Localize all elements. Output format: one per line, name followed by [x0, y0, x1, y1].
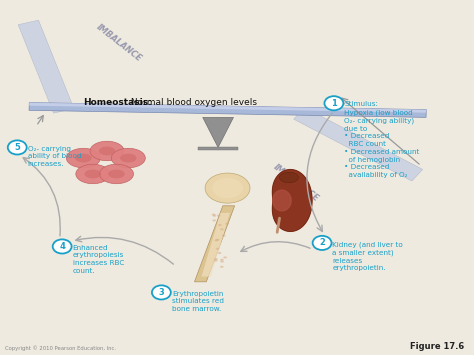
Text: 2: 2	[319, 239, 325, 247]
Circle shape	[53, 239, 72, 253]
Text: Erythropoietin
stimulates red
bone marrow.: Erythropoietin stimulates red bone marro…	[172, 291, 224, 312]
Ellipse shape	[220, 261, 224, 263]
Ellipse shape	[66, 148, 100, 168]
Ellipse shape	[76, 164, 110, 184]
Ellipse shape	[217, 214, 220, 217]
Text: Enhanced
erythropoiesis
increases RBC
count.: Enhanced erythropoiesis increases RBC co…	[73, 245, 124, 274]
Text: Stimulus:
Hypoxia (low blood
O₂- carrying ability)
due to
• Decreased
  RBC coun: Stimulus: Hypoxia (low blood O₂- carryin…	[344, 102, 419, 178]
Ellipse shape	[75, 154, 91, 163]
Circle shape	[313, 236, 331, 250]
Circle shape	[324, 96, 343, 110]
Text: Kidney (and liver to
a smaller extent)
releases
erythropoietin.: Kidney (and liver to a smaller extent) r…	[332, 241, 403, 272]
Text: Normal blood oxygen levels: Normal blood oxygen levels	[128, 98, 257, 107]
Polygon shape	[18, 20, 74, 113]
Circle shape	[8, 140, 27, 154]
Ellipse shape	[216, 248, 219, 250]
Text: IMBALANCE: IMBALANCE	[94, 23, 143, 64]
Ellipse shape	[218, 252, 221, 254]
Polygon shape	[294, 108, 423, 181]
Text: 1: 1	[331, 99, 337, 108]
Ellipse shape	[225, 223, 229, 225]
Ellipse shape	[212, 178, 243, 198]
Ellipse shape	[205, 173, 250, 203]
Text: 4: 4	[59, 242, 65, 251]
Ellipse shape	[100, 164, 134, 184]
Circle shape	[152, 285, 171, 300]
Ellipse shape	[220, 228, 224, 230]
Ellipse shape	[99, 147, 115, 155]
Polygon shape	[201, 213, 230, 277]
Ellipse shape	[222, 235, 226, 237]
Polygon shape	[194, 206, 235, 282]
Polygon shape	[29, 103, 426, 113]
Ellipse shape	[216, 239, 219, 241]
Ellipse shape	[214, 239, 218, 241]
Ellipse shape	[218, 224, 222, 226]
Ellipse shape	[108, 170, 125, 178]
Text: O₂- carrying
ability of blood
increases.: O₂- carrying ability of blood increases.	[27, 146, 81, 167]
Text: Copyright © 2010 Pearson Education, Inc.: Copyright © 2010 Pearson Education, Inc.	[5, 345, 117, 351]
Polygon shape	[273, 170, 312, 231]
Ellipse shape	[220, 259, 224, 261]
Ellipse shape	[223, 256, 227, 258]
Polygon shape	[203, 118, 234, 147]
Ellipse shape	[214, 258, 218, 260]
Ellipse shape	[214, 260, 218, 262]
Text: Homeostasis:: Homeostasis:	[83, 98, 152, 107]
Ellipse shape	[220, 266, 224, 268]
Polygon shape	[198, 147, 238, 150]
Ellipse shape	[212, 219, 216, 222]
Polygon shape	[273, 190, 291, 211]
Ellipse shape	[212, 215, 216, 217]
Text: IMBALANCE: IMBALANCE	[272, 162, 320, 203]
Text: 5: 5	[14, 143, 20, 152]
Ellipse shape	[280, 172, 299, 183]
Ellipse shape	[84, 170, 101, 178]
Ellipse shape	[120, 154, 137, 163]
Ellipse shape	[212, 213, 216, 215]
Text: 3: 3	[158, 288, 164, 297]
Polygon shape	[29, 103, 426, 118]
Ellipse shape	[90, 141, 124, 161]
Ellipse shape	[111, 148, 146, 168]
Text: Figure 17.6: Figure 17.6	[410, 342, 464, 351]
